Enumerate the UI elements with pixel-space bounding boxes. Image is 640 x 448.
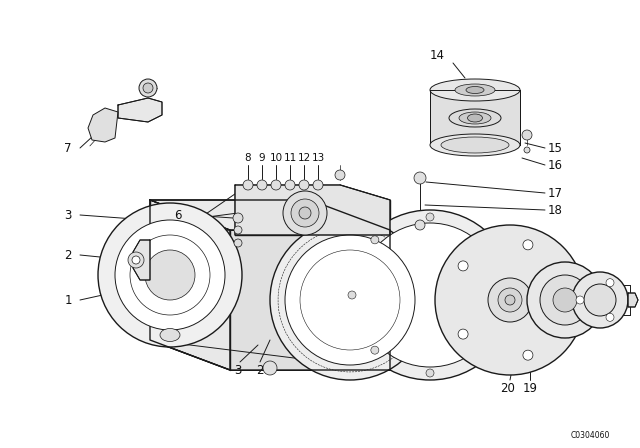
Circle shape: [139, 79, 157, 97]
Circle shape: [426, 213, 434, 221]
Text: 6: 6: [174, 208, 182, 221]
Text: 3: 3: [64, 208, 72, 221]
Text: 16: 16: [547, 159, 563, 172]
Circle shape: [505, 295, 515, 305]
Circle shape: [358, 223, 502, 367]
Ellipse shape: [449, 109, 501, 127]
Text: 19: 19: [522, 382, 538, 395]
Circle shape: [572, 272, 628, 328]
Circle shape: [145, 250, 195, 300]
Polygon shape: [150, 200, 390, 230]
Circle shape: [270, 220, 430, 380]
Circle shape: [414, 172, 426, 184]
Circle shape: [540, 275, 590, 325]
Circle shape: [524, 147, 530, 153]
Circle shape: [426, 369, 434, 377]
Circle shape: [606, 279, 614, 287]
Text: 10: 10: [269, 153, 283, 163]
Circle shape: [458, 261, 468, 271]
Circle shape: [481, 236, 489, 244]
Circle shape: [498, 288, 522, 312]
Circle shape: [345, 210, 515, 380]
Polygon shape: [430, 90, 520, 145]
Circle shape: [527, 262, 603, 338]
Text: 12: 12: [298, 153, 310, 163]
Circle shape: [257, 180, 267, 190]
Circle shape: [348, 291, 356, 299]
Text: 8: 8: [244, 153, 252, 163]
Circle shape: [128, 252, 144, 268]
Text: 18: 18: [548, 203, 563, 216]
Text: 14: 14: [429, 48, 445, 61]
Ellipse shape: [455, 84, 495, 96]
Ellipse shape: [430, 79, 520, 101]
Text: 13: 13: [312, 153, 324, 163]
Circle shape: [488, 278, 532, 322]
Text: 2: 2: [64, 249, 72, 262]
Polygon shape: [150, 200, 230, 370]
Circle shape: [285, 180, 295, 190]
Circle shape: [553, 288, 577, 312]
Circle shape: [291, 199, 319, 227]
Circle shape: [563, 295, 573, 305]
Ellipse shape: [160, 328, 180, 341]
Ellipse shape: [459, 112, 491, 124]
Text: 3: 3: [234, 363, 242, 376]
Circle shape: [299, 207, 311, 219]
Circle shape: [234, 226, 242, 234]
Ellipse shape: [430, 134, 520, 156]
Text: 1: 1: [64, 293, 72, 306]
Text: 15: 15: [548, 142, 563, 155]
Circle shape: [522, 130, 532, 140]
Circle shape: [458, 329, 468, 339]
Circle shape: [98, 203, 242, 347]
Polygon shape: [230, 230, 390, 370]
Text: 4: 4: [174, 241, 182, 254]
Circle shape: [335, 170, 345, 180]
Circle shape: [606, 313, 614, 321]
Text: 7: 7: [64, 142, 72, 155]
Ellipse shape: [467, 114, 483, 122]
Circle shape: [132, 256, 140, 264]
Circle shape: [576, 296, 584, 304]
Circle shape: [504, 291, 512, 299]
Text: C0304060: C0304060: [570, 431, 610, 439]
Circle shape: [371, 236, 379, 244]
Text: 2: 2: [256, 363, 264, 376]
Circle shape: [435, 225, 585, 375]
Polygon shape: [235, 185, 390, 235]
Circle shape: [263, 361, 277, 375]
Polygon shape: [118, 98, 162, 122]
Circle shape: [243, 180, 253, 190]
Polygon shape: [133, 240, 150, 280]
Circle shape: [523, 350, 533, 360]
Circle shape: [415, 220, 425, 230]
Circle shape: [299, 180, 309, 190]
Text: 5: 5: [174, 225, 182, 238]
Text: 9: 9: [259, 153, 266, 163]
Circle shape: [523, 240, 533, 250]
Circle shape: [285, 235, 415, 365]
Circle shape: [271, 180, 281, 190]
Circle shape: [481, 346, 489, 354]
Text: 20: 20: [500, 382, 515, 395]
Circle shape: [283, 191, 327, 235]
Circle shape: [233, 213, 243, 223]
Circle shape: [371, 346, 379, 354]
Circle shape: [584, 284, 616, 316]
Circle shape: [313, 180, 323, 190]
Circle shape: [115, 220, 225, 330]
Circle shape: [143, 83, 153, 93]
Ellipse shape: [466, 86, 484, 94]
Text: 17: 17: [547, 186, 563, 199]
Text: 11: 11: [284, 153, 296, 163]
Ellipse shape: [441, 137, 509, 153]
Polygon shape: [628, 293, 638, 307]
Circle shape: [234, 239, 242, 247]
Polygon shape: [88, 108, 118, 142]
